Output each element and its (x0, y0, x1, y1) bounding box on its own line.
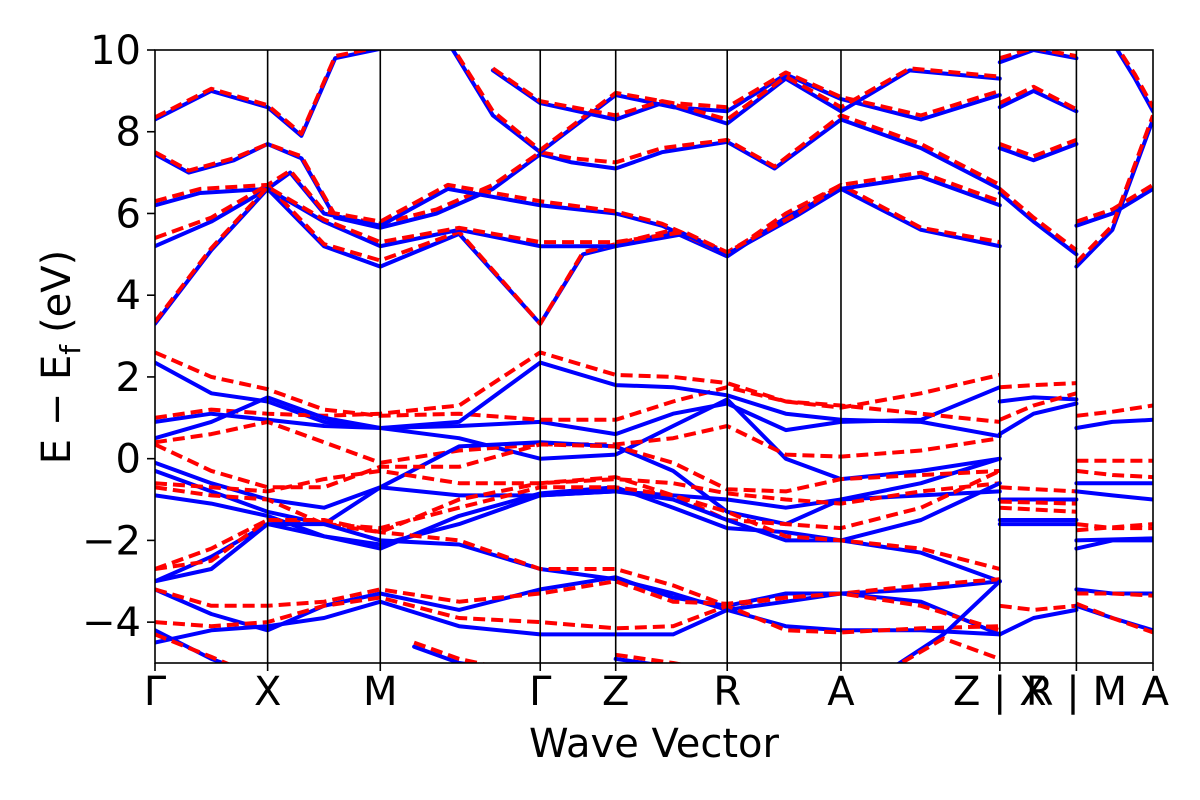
red-dashed-band-59 (999, 499, 1077, 506)
x-tick-label: R | M (1026, 669, 1127, 715)
blue-solid-band-52 (997, 401, 1079, 437)
red-dashed-band-21 (155, 442, 1000, 494)
y-axis-ticks: −4 −2 0 2 4 6 8 10 (82, 28, 155, 646)
y-tick-label: 10 (90, 28, 141, 74)
y-axis-title-subscript: f (54, 344, 87, 355)
red-dashed-band-7 (155, 183, 843, 324)
kpoint-lines (266, 50, 1078, 663)
red-dashed-band-47 (999, 138, 1078, 159)
x-tick-label: M (363, 669, 398, 715)
y-tick-label: −2 (82, 518, 141, 564)
blue-solid-band-14 (155, 360, 1002, 437)
blue-solid-band-26 (155, 489, 1002, 584)
blue-solid-band-44 (997, 88, 1079, 114)
blue-solid-band-60 (997, 607, 1079, 637)
plot-background (155, 50, 1153, 663)
red-dashed-band-33 (155, 595, 1000, 635)
red-dashed-band-49 (998, 187, 1078, 252)
blue-solid-band-72 (1074, 489, 1153, 502)
y-axis-title-main: E − E (34, 355, 80, 465)
red-dashed-band-1 (155, 113, 1001, 226)
red-dashed-band-43 (999, 50, 1077, 61)
red-dashed-band-25 (155, 469, 1001, 535)
x-tick-label: A (1142, 669, 1170, 715)
y-axis-title: E − Ef (eV) (34, 250, 87, 465)
red-dashed-band-77 (1076, 522, 1153, 533)
red-dashed-band-41 (897, 636, 1001, 663)
y-tick-label: 4 (116, 273, 141, 319)
blue-solid-band-10 (450, 50, 1002, 155)
red-dashed-band-65 (1074, 114, 1153, 264)
red-dashed-band-67 (1116, 50, 1153, 109)
blue-solid-band-32 (155, 599, 1002, 645)
blue-solid-band-36 (412, 644, 474, 663)
red-dashed-band-79 (1076, 591, 1153, 598)
y-tick-label: 2 (116, 355, 141, 401)
blue-solid-band-38 (613, 656, 659, 663)
red-dashed-band-73 (1076, 468, 1153, 480)
red-dashed-band-15 (155, 350, 1001, 422)
blue-solid-band-68 (1074, 417, 1153, 430)
x-tick-label: Z | X (953, 669, 1047, 715)
x-axis-ticks: Γ X M Γ Z R A Z | XR | M A (144, 663, 1170, 715)
y-tick-label: 8 (116, 110, 141, 156)
red-dashed-band-51 (999, 381, 1077, 390)
red-dashed-band-31 (155, 579, 1001, 633)
x-tick-label: Γ (144, 669, 167, 715)
x-tick-label: Γ (529, 669, 552, 715)
red-dashed-band-17 (155, 350, 1001, 424)
x-tick-label: R (713, 669, 741, 715)
red-dashed-band-53 (999, 391, 1077, 422)
red-dashed-band-13 (491, 66, 1000, 122)
x-axis-title: Wave Vector (529, 721, 780, 767)
red-dashed-band-69 (1076, 403, 1153, 418)
red-dashed-band-45 (998, 84, 1078, 112)
red-dashed-band-37 (413, 640, 488, 663)
x-tick-label: X (254, 669, 281, 715)
blue-solid-band-46 (997, 142, 1079, 163)
red-dashed-band-55 (999, 485, 1077, 494)
y-tick-label: 6 (116, 191, 141, 237)
y-tick-label: 0 (116, 437, 141, 483)
x-tick-label: A (827, 669, 855, 715)
red-dashed-band-11 (451, 50, 1001, 153)
y-axis-title-unit: (eV) (34, 250, 80, 333)
y-tick-label: −4 (82, 600, 141, 646)
blue-solid-band-62 (1074, 186, 1153, 228)
red-dashed-band-81 (1075, 601, 1153, 635)
blue-solid-band-64 (1074, 117, 1153, 269)
x-tick-label: Z (602, 669, 629, 715)
red-dashed-band-5 (155, 170, 1001, 326)
blue-solid-band-42 (997, 50, 1079, 65)
red-dashed-band-63 (1075, 183, 1153, 224)
blue-solid-band-48 (997, 191, 1079, 257)
blue-solid-band-76 (1074, 536, 1153, 543)
series-layer (155, 50, 1153, 663)
red-dashed-band-61 (999, 603, 1077, 612)
red-dashed-band-35 (155, 632, 231, 663)
red-dashed-band-57 (999, 505, 1077, 514)
blue-solid-band-18 (155, 395, 1002, 482)
blue-solid-band-16 (155, 360, 1002, 439)
plot-frame (154, 49, 1154, 664)
red-dashed-band-39 (615, 652, 685, 663)
